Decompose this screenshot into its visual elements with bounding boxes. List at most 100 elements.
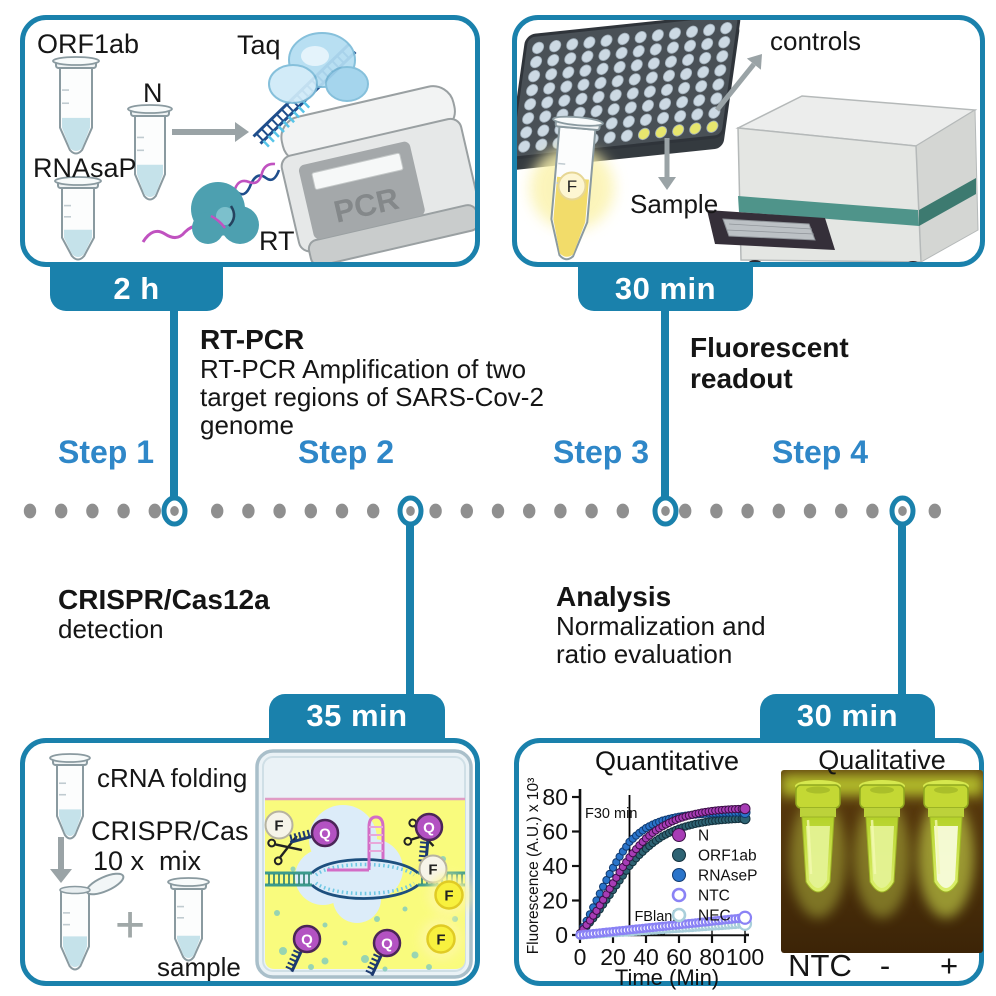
arrow-right-icon <box>172 122 249 142</box>
timeline-dot <box>55 503 68 519</box>
qualitative-tube-photo <box>781 770 983 953</box>
crna-folding-label: cRNA folding <box>97 763 247 793</box>
quencher-label: Q <box>381 936 393 953</box>
arrow-up-right-icon <box>715 54 762 112</box>
tube-icon <box>59 872 125 971</box>
crrna-hairpin-icon <box>327 815 385 872</box>
crispr-detection-label: CRISPR/Cas12a detection <box>58 584 270 644</box>
timeline-dot <box>523 503 536 519</box>
tube-icon <box>167 877 210 962</box>
timeline-dot <box>335 503 349 519</box>
chart-ylabel: Fluorescence (A.U.) x 10³ <box>525 778 542 955</box>
svg-text:60: 60 <box>542 819 568 845</box>
taq-label: Taq <box>237 30 281 60</box>
step-label-3: Step 3 <box>553 434 650 470</box>
quencher-label: Q <box>319 826 331 843</box>
chart-series: FBlank <box>575 803 753 940</box>
n-label: N <box>143 78 163 108</box>
fluorophore-icon: F <box>428 874 470 916</box>
timeline-dot <box>211 503 224 519</box>
svg-text:20: 20 <box>600 944 626 970</box>
chart-xlabel: Time (Min) <box>615 965 719 990</box>
legend-entry: ORF1ab <box>698 848 757 865</box>
timeline-dot <box>86 503 99 519</box>
fluorophore-label: F <box>444 888 453 905</box>
taq-polymerase-icon <box>268 32 369 104</box>
timeline-dots <box>23 495 941 527</box>
step-label-4: Step 4 <box>772 434 869 470</box>
timeline-dot <box>460 503 473 519</box>
timeline-dot <box>554 503 567 519</box>
rnasap-label: RNAsaP <box>33 153 137 183</box>
timeline-marker-step3 <box>652 495 679 527</box>
legend-entry: NTC <box>698 888 730 905</box>
rtpcr-description: RT-PCR RT-PCR Amplification of two targe… <box>200 324 544 440</box>
timeline-dot <box>429 503 442 519</box>
fluorescent-readout-label: Fluorescent readout <box>690 332 849 394</box>
tube-label-plus: + <box>939 948 959 983</box>
rt-label: RT <box>259 226 295 256</box>
quencher-label: Q <box>301 932 313 949</box>
timeline-dot <box>148 503 161 519</box>
tube-label-minus: - <box>879 948 891 983</box>
pcr-machine-icon: PCR <box>280 85 475 262</box>
photo-tube-ntc <box>790 780 846 918</box>
vline-label: F30 min <box>585 806 637 822</box>
qualitative-title: Qualitative <box>818 745 946 775</box>
mix-label: 10 x mix <box>93 846 202 876</box>
time-badge-step3: 30 min <box>578 267 753 311</box>
timeline-dot <box>585 503 598 519</box>
fblank-annotation: FBlank <box>634 909 680 925</box>
quencher-label: Q <box>423 820 435 837</box>
timeline-dot <box>835 503 848 519</box>
fluorophore-label: F <box>428 862 437 879</box>
timeline-dot <box>710 503 723 519</box>
svg-text:40: 40 <box>633 944 659 970</box>
tube-icon <box>49 753 91 840</box>
timeline-dot <box>367 503 380 519</box>
sample-label: Sample <box>630 189 718 219</box>
panel-step1-rtpcr: PCR ORF1ab N RNAsaP Taq RT <box>20 15 480 267</box>
timeline-dot <box>304 503 317 519</box>
connector-line-step3 <box>661 308 669 500</box>
quantitative-chart: Quantitative 0 20 40 60 80 0 20 40 60 80… <box>525 746 764 990</box>
orf1ab-label: ORF1ab <box>37 29 139 59</box>
rtpcr-title: RT-PCR <box>200 324 305 355</box>
plus-icon: + <box>115 896 145 954</box>
svg-text:0: 0 <box>555 922 568 948</box>
arrow-down-icon <box>658 138 676 190</box>
timeline-marker-step1 <box>161 495 188 527</box>
timeline-dot <box>741 503 754 519</box>
well-plate-icon <box>517 20 741 170</box>
svg-text:80: 80 <box>542 784 568 810</box>
sample-label: sample <box>157 952 241 981</box>
quencher-icon: Q <box>285 924 322 973</box>
connector-line-step1 <box>170 308 178 500</box>
legend-entry: N <box>698 828 709 845</box>
timeline-dot <box>772 503 785 519</box>
plate-reader-icon <box>707 95 979 262</box>
chart-title: Quantitative <box>595 746 739 776</box>
time-badge-step4: 30 min <box>760 694 935 738</box>
quencher-icon: Q <box>289 818 340 848</box>
chart-frame: Quantitative 0 20 40 60 80 0 20 40 60 80… <box>525 746 764 990</box>
timeline-dot <box>679 503 692 519</box>
panel-step2-crispr: + cRNA folding CRISPR/Cas 10 x mix sample Q … <box>20 738 480 986</box>
scissors-icon <box>267 835 303 866</box>
photo-tube-minus <box>854 780 910 918</box>
fluorophore-label: F <box>567 177 577 196</box>
time-badge-step1: 2 h <box>50 267 223 311</box>
timeline-dot <box>117 503 130 519</box>
tube-icon <box>127 104 173 201</box>
timeline-dot <box>273 503 286 519</box>
fluorophore-icon <box>557 171 587 201</box>
quencher-icon: Q <box>365 928 402 977</box>
legend-entry: NEC <box>698 908 731 925</box>
svg-text:40: 40 <box>542 853 568 879</box>
svg-text:80: 80 <box>699 944 725 970</box>
connector-line-step4 <box>898 522 906 696</box>
